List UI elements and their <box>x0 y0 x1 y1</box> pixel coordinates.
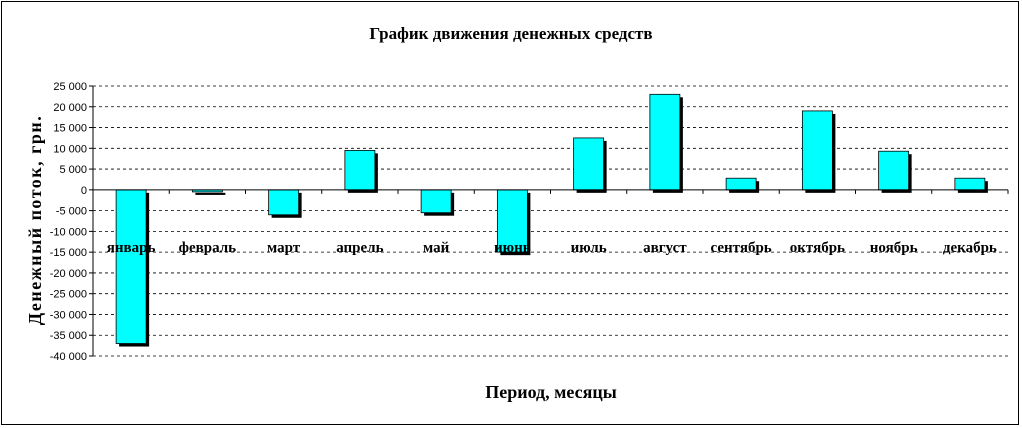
category-label: июнь <box>494 240 531 256</box>
category-label: февраль <box>179 240 237 256</box>
y-tick-labels: 25 000 20 000 15 000 10 000 5 000 0 -5 000 -10 … <box>50 81 87 363</box>
axes <box>89 85 1009 357</box>
x-axis-label: Период, месяцы <box>485 382 617 402</box>
category-label: октябрь <box>790 240 845 256</box>
y-tick-label: 15 000 <box>53 123 87 135</box>
bar-shadow <box>195 192 226 195</box>
y-tick-label: -30 000 <box>50 309 87 321</box>
y-tick-label: -10 000 <box>50 226 87 238</box>
bar-июль <box>573 137 605 191</box>
bar-апрель <box>344 149 376 191</box>
y-tick-label: 5 000 <box>59 164 87 176</box>
category-label: апрель <box>336 240 383 256</box>
y-tick-label: -20 000 <box>50 268 87 280</box>
chart-title: График движения денежных средств <box>369 24 652 43</box>
y-tick-label: 0 <box>81 185 87 197</box>
bar-май <box>420 189 452 214</box>
category-labels: январь февраль март апрель май июнь июль август… <box>107 240 997 256</box>
bar-октябрь <box>801 110 833 191</box>
category-label: май <box>423 240 450 256</box>
category-label: январь <box>107 240 156 256</box>
y-tick-label: 25 000 <box>53 81 87 93</box>
y-tick-label: -35 000 <box>50 330 87 342</box>
category-label: ноябрь <box>870 240 918 256</box>
y-tick-label: -25 000 <box>50 289 87 301</box>
y-tick-label: -15 000 <box>50 247 87 259</box>
bar-декабрь <box>954 177 986 191</box>
y-tick-label: -40 000 <box>50 351 87 363</box>
category-label: июль <box>571 240 607 256</box>
category-label: март <box>267 240 301 256</box>
gridlines <box>93 85 1008 357</box>
category-label: декабрь <box>943 240 997 256</box>
y-axis-label: Денежный поток, грн. <box>25 115 45 325</box>
y-tick-label: -5 000 <box>56 206 87 218</box>
bar-январь <box>115 189 147 344</box>
bars <box>115 93 988 347</box>
category-label: сентябрь <box>711 240 772 256</box>
bar-март <box>268 189 300 216</box>
y-tick-label: 20 000 <box>53 102 87 114</box>
category-label: август <box>643 240 687 256</box>
bar-ноябрь <box>878 150 910 191</box>
bar-сентябрь <box>725 177 757 191</box>
bar-август <box>649 93 681 191</box>
y-tick-label: 10 000 <box>53 143 87 155</box>
